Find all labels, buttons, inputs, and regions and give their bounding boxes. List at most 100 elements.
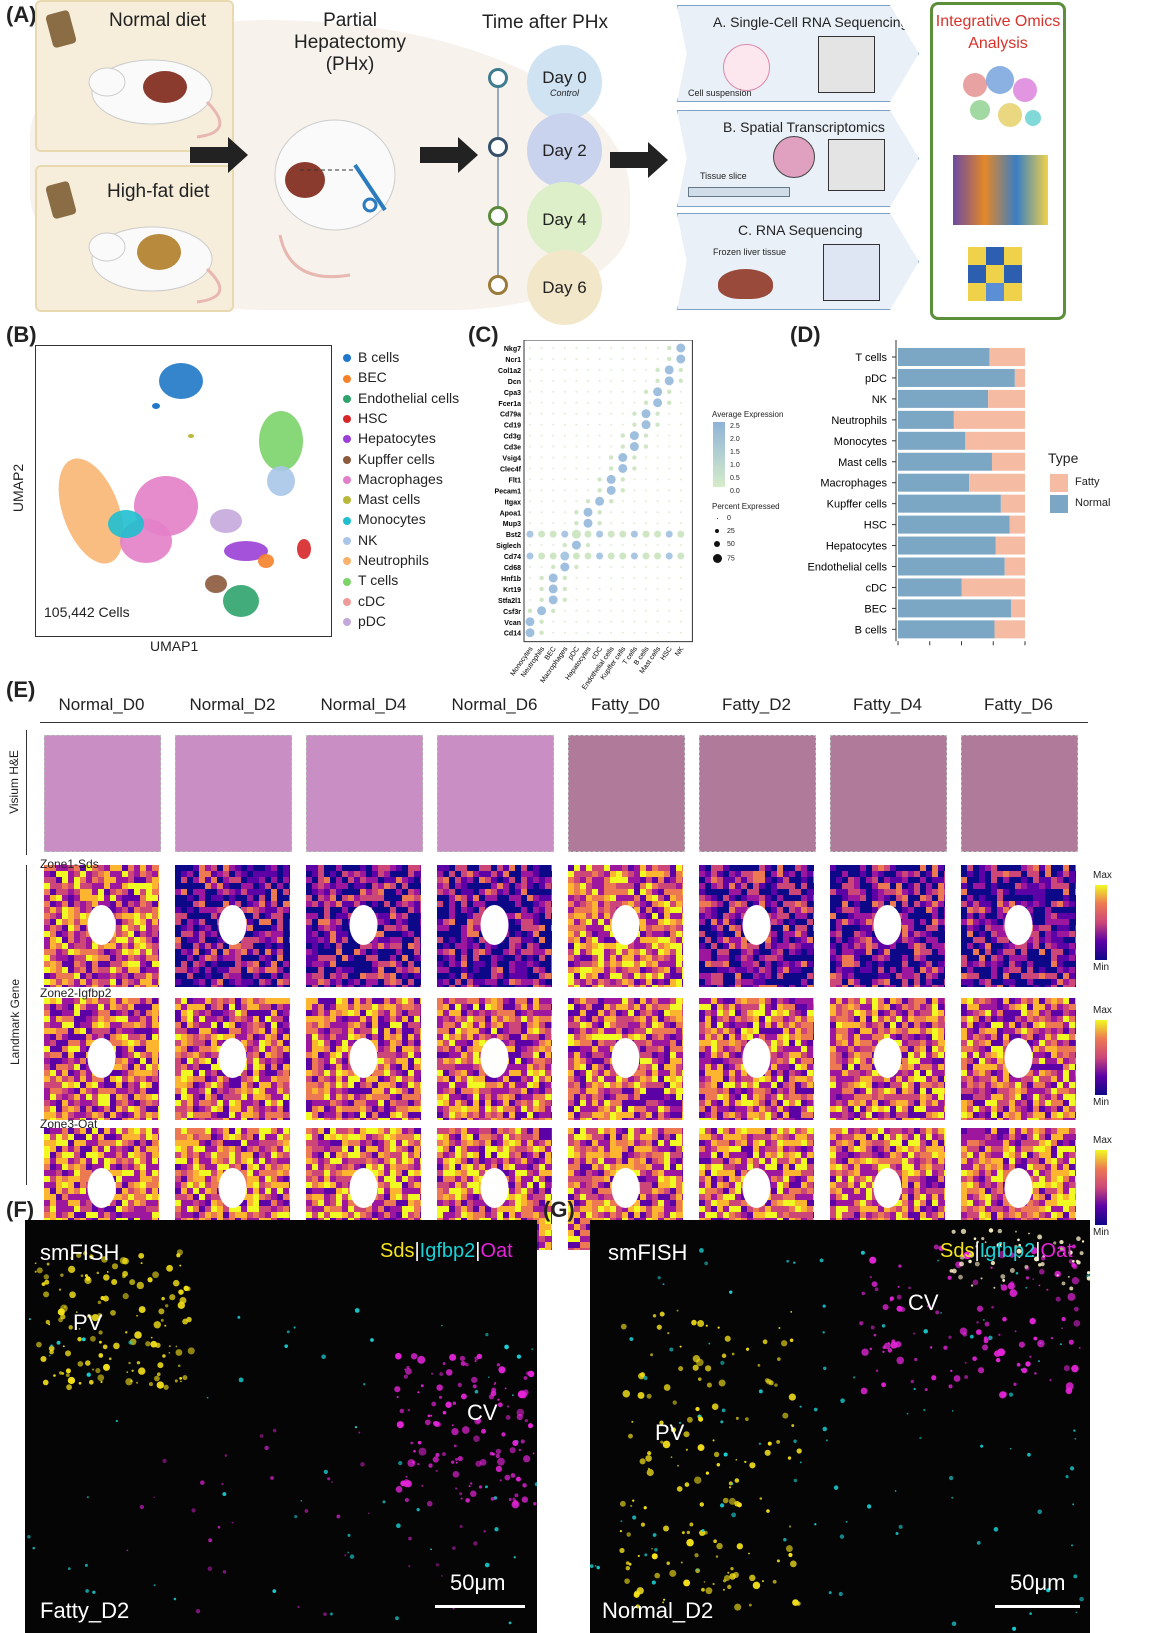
dot [598, 566, 601, 568]
spot [503, 889, 509, 895]
spot [527, 973, 533, 979]
spot [396, 1022, 402, 1028]
spot [551, 961, 552, 967]
spot [545, 919, 551, 925]
spot [384, 1046, 390, 1052]
spot [80, 901, 86, 907]
spot [372, 865, 378, 871]
spot [181, 1164, 187, 1170]
spot [420, 1200, 421, 1206]
spot [134, 877, 140, 883]
spot [158, 1064, 159, 1070]
spot [50, 1088, 56, 1094]
spot [86, 1106, 92, 1112]
spot [193, 949, 199, 955]
spot [80, 1164, 86, 1170]
spot [408, 1100, 414, 1106]
spot [330, 1028, 336, 1034]
spot [80, 877, 86, 883]
spot [152, 1146, 158, 1152]
spot [259, 998, 265, 1004]
spot [467, 877, 473, 883]
spot [467, 985, 473, 987]
spot [98, 949, 104, 955]
dot [679, 489, 682, 492]
spot [140, 949, 146, 955]
spot [128, 1004, 134, 1010]
spot [146, 1200, 152, 1206]
dot [618, 453, 628, 462]
spot [324, 1100, 330, 1106]
spot [44, 1182, 50, 1188]
spot [92, 1010, 98, 1016]
spot [86, 961, 92, 967]
dot [633, 598, 636, 601]
spot [372, 961, 378, 967]
dot [610, 390, 613, 393]
dot [619, 530, 627, 538]
spot [521, 955, 527, 961]
spot [533, 907, 539, 913]
spot [330, 865, 336, 871]
dot [575, 598, 578, 601]
spot [390, 919, 396, 925]
spot [271, 1176, 277, 1182]
spot [134, 1100, 140, 1106]
spatial-heatmap [437, 865, 552, 987]
spot [86, 1004, 92, 1010]
spot [104, 1106, 110, 1112]
spot [336, 1106, 342, 1112]
spot [277, 937, 283, 943]
spot [152, 1064, 158, 1070]
spot [104, 1118, 110, 1120]
spot [312, 1088, 318, 1094]
spot [318, 1118, 324, 1120]
spot [265, 1016, 271, 1022]
spot [414, 1034, 420, 1040]
spot [491, 973, 497, 979]
spot [503, 973, 509, 979]
spot [175, 1082, 181, 1088]
spot [306, 1016, 312, 1022]
spot [277, 1106, 283, 1112]
scrnaseq-step: A. Single-Cell RNA Sequencing Cell suspe… [677, 5, 919, 102]
spot [193, 1046, 199, 1052]
spot [396, 1206, 402, 1212]
spot [289, 937, 290, 943]
legend-dot [343, 354, 351, 363]
spot [420, 1076, 421, 1082]
spot [521, 943, 527, 949]
spot [92, 961, 98, 967]
spot [247, 871, 253, 877]
spot [461, 973, 467, 979]
spot [199, 865, 205, 871]
spot [44, 1058, 50, 1064]
spot [414, 985, 420, 987]
spot [366, 1004, 372, 1010]
spot [181, 1004, 187, 1010]
spot [146, 1128, 152, 1134]
spot [521, 1010, 527, 1016]
dot-plot: Nkg7Ncr1Col1a2DcnCpa3Fcer1aCd79aCd19Cd3g… [495, 340, 693, 690]
spot [134, 973, 140, 979]
spot [92, 1140, 98, 1146]
spot [449, 973, 455, 979]
spot [229, 1028, 235, 1034]
spot [360, 985, 366, 987]
dot [633, 368, 636, 371]
spot [104, 1128, 110, 1134]
spot [134, 1182, 140, 1188]
spot [193, 955, 199, 961]
spot [289, 1076, 290, 1082]
spot [74, 998, 80, 1004]
spot [420, 1070, 421, 1076]
spot [372, 895, 378, 901]
spot [390, 1004, 396, 1010]
spot [443, 955, 449, 961]
spot [44, 1146, 50, 1152]
spot [461, 871, 467, 877]
spot [420, 1022, 421, 1028]
spot [175, 1176, 181, 1182]
food-pellet-icon [45, 9, 77, 49]
panel-b-label: (B) [6, 322, 37, 347]
